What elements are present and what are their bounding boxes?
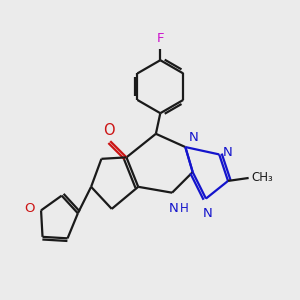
Text: N: N (169, 202, 178, 214)
Text: CH₃: CH₃ (251, 172, 273, 184)
Text: O: O (24, 202, 34, 215)
Text: H: H (180, 202, 189, 215)
Text: O: O (103, 123, 115, 138)
Text: N: N (223, 146, 232, 159)
Text: F: F (157, 32, 164, 46)
Text: N: N (189, 130, 199, 143)
Text: N: N (202, 207, 212, 220)
